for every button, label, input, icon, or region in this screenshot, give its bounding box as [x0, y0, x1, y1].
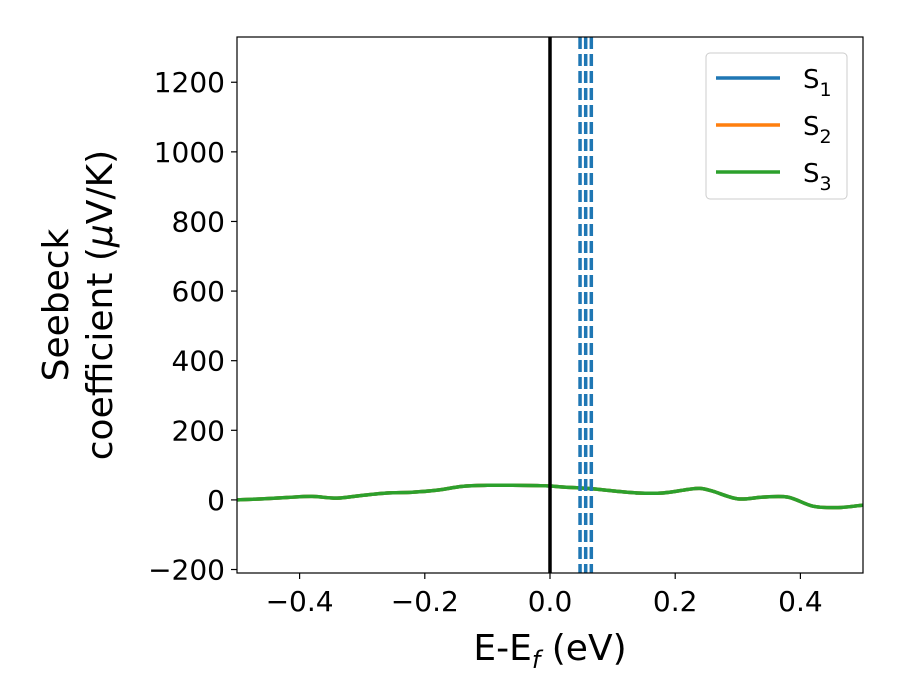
legend-label-s3: S3: [803, 159, 832, 195]
y-axis-title-mu: μ: [80, 224, 121, 248]
y-axis-title-line2: coefficient (μV/K): [80, 150, 121, 460]
plot-content: [237, 37, 863, 573]
x-tick-label: 0.2: [653, 585, 698, 618]
x-axis-ticks: −0.4 −0.2 0.0 0.2 0.4: [266, 573, 823, 618]
legend-label-name: S: [803, 159, 820, 189]
y-axis-title-unit: V/K): [80, 150, 121, 224]
y-tick-label: 0: [207, 484, 225, 517]
y-tick-label: −200: [148, 554, 225, 587]
y-tick-label: 200: [172, 414, 225, 447]
x-axis-title-main: E-E: [473, 628, 531, 669]
y-tick-label: 1000: [154, 136, 225, 169]
legend-label-s2: S2: [803, 112, 832, 148]
y-axis-ticks: −200 0 200 400 600 800 1000 1200: [148, 66, 237, 587]
series-line-s3: [237, 483, 863, 510]
x-axis-title: E-Ef (eV): [473, 628, 626, 674]
y-axis-title-line1: Seebeck: [36, 228, 77, 381]
x-tick-label: 0.4: [778, 585, 823, 618]
legend-label-name: S: [803, 65, 820, 95]
x-axis-title-unit: (eV): [540, 628, 626, 669]
legend-label-name: S: [803, 112, 820, 142]
x-tick-label: −0.4: [266, 585, 334, 618]
legend-label-subscript: 2: [820, 126, 832, 148]
y-tick-label: 1200: [154, 66, 225, 99]
legend-label-subscript: 1: [820, 79, 832, 101]
y-tick-label: 400: [172, 345, 225, 378]
y-tick-label: 600: [172, 275, 225, 308]
y-axis-title-text: coefficient (: [80, 247, 121, 460]
legend-label-s1: S1: [803, 65, 832, 101]
x-tick-label: 0.0: [528, 585, 573, 618]
legend-label-subscript: 3: [820, 173, 832, 195]
x-tick-label: −0.2: [391, 585, 459, 618]
y-tick-label: 800: [172, 205, 225, 238]
